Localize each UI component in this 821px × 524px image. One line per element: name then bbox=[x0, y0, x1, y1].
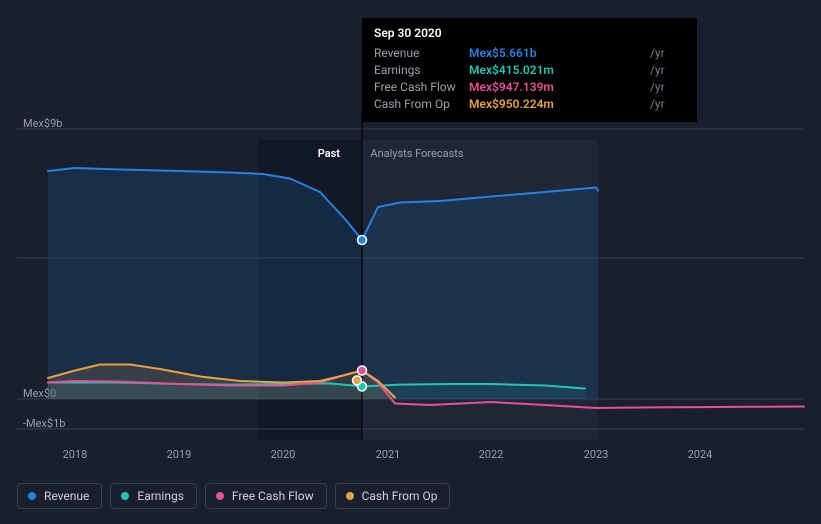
svg-text:Mex$9b: Mex$9b bbox=[23, 117, 62, 130]
svg-text:2023: 2023 bbox=[584, 448, 609, 461]
tooltip-metric-unit: /yr bbox=[646, 78, 685, 95]
tooltip-metric-unit: /yr bbox=[646, 95, 685, 112]
svg-text:Analysts Forecasts: Analysts Forecasts bbox=[370, 147, 464, 160]
svg-text:2022: 2022 bbox=[479, 448, 504, 461]
tooltip-metric-value: Mex$947.139m bbox=[469, 78, 646, 95]
legend-label: Earnings bbox=[137, 489, 184, 503]
tooltip-metric-label: Earnings bbox=[374, 61, 469, 78]
legend-dot-icon bbox=[346, 492, 354, 500]
legend-item-earnings[interactable]: Earnings bbox=[110, 483, 197, 509]
tooltip-date: Sep 30 2020 bbox=[374, 26, 685, 40]
tooltip-metric-label: Cash From Op bbox=[374, 95, 469, 112]
tooltip-row: EarningsMex$415.021m/yr bbox=[374, 61, 685, 78]
svg-text:2019: 2019 bbox=[167, 448, 192, 461]
svg-text:2018: 2018 bbox=[63, 448, 88, 461]
tooltip-row: RevenueMex$5.661b/yr bbox=[374, 44, 685, 61]
tooltip-metric-value: Mex$950.224m bbox=[469, 95, 646, 112]
tooltip-table: RevenueMex$5.661b/yrEarningsMex$415.021m… bbox=[374, 44, 685, 112]
tooltip-metric-unit: /yr bbox=[646, 61, 685, 78]
legend-dot-icon bbox=[121, 492, 129, 500]
svg-text:2024: 2024 bbox=[688, 448, 713, 461]
legend-label: Free Cash Flow bbox=[232, 489, 314, 503]
chart-tooltip: Sep 30 2020 RevenueMex$5.661b/yrEarnings… bbox=[362, 18, 697, 122]
svg-text:Past: Past bbox=[318, 147, 341, 160]
legend-label: Cash From Op bbox=[362, 489, 438, 503]
svg-text:2021: 2021 bbox=[376, 448, 401, 461]
tooltip-metric-value: Mex$415.021m bbox=[469, 61, 646, 78]
tooltip-metric-value: Mex$5.661b bbox=[469, 44, 646, 61]
legend-item-fcf[interactable]: Free Cash Flow bbox=[205, 483, 327, 509]
svg-text:2020: 2020 bbox=[271, 448, 296, 461]
legend-item-revenue[interactable]: Revenue bbox=[17, 483, 102, 509]
legend-dot-icon bbox=[28, 492, 36, 500]
financials-chart: Mex$9bMex$0-Mex$1bPastAnalysts Forecasts… bbox=[0, 0, 821, 524]
legend-item-cfo[interactable]: Cash From Op bbox=[335, 483, 451, 509]
tooltip-row: Free Cash FlowMex$947.139m/yr bbox=[374, 78, 685, 95]
tooltip-metric-unit: /yr bbox=[646, 44, 685, 61]
tooltip-metric-label: Revenue bbox=[374, 44, 469, 61]
legend-label: Revenue bbox=[44, 489, 89, 503]
chart-legend: Revenue Earnings Free Cash Flow Cash From O… bbox=[17, 483, 450, 509]
legend-dot-icon bbox=[216, 492, 224, 500]
tooltip-row: Cash From OpMex$950.224m/yr bbox=[374, 95, 685, 112]
tooltip-metric-label: Free Cash Flow bbox=[374, 78, 469, 95]
svg-text:-Mex$1b: -Mex$1b bbox=[23, 417, 65, 430]
